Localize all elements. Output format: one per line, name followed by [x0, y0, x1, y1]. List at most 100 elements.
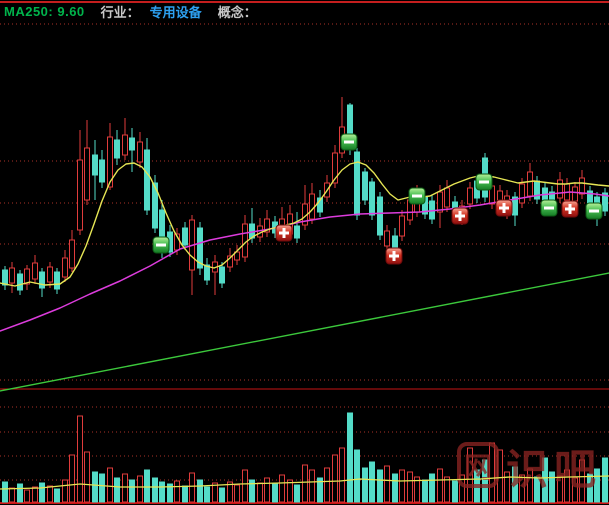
buy-signal-badge	[385, 247, 403, 265]
volume-bar	[467, 447, 473, 503]
sell-signal-badge	[585, 202, 603, 220]
candle-body	[152, 182, 158, 229]
candle-body	[242, 223, 248, 258]
volume-bar	[429, 473, 435, 503]
industry-value-link[interactable]: 专用设备	[149, 4, 202, 20]
volume-bar	[414, 476, 420, 503]
candle-body	[114, 139, 120, 159]
candle-body	[17, 273, 23, 291]
volume-bar	[399, 469, 405, 503]
volume-bar	[234, 484, 240, 503]
candle-body	[39, 271, 45, 289]
volume-bar	[189, 472, 195, 503]
volume-bar	[77, 415, 83, 503]
volume-bar	[459, 474, 465, 503]
buy-signal-badge	[495, 199, 513, 217]
volume-bar	[519, 474, 525, 503]
candle-body	[437, 191, 443, 213]
volume-bar	[542, 457, 548, 503]
candle-body	[602, 192, 608, 212]
candle-body	[294, 225, 300, 239]
candle-body	[369, 181, 375, 216]
candle-body	[2, 269, 8, 286]
candle-body	[519, 183, 525, 204]
volume-bar	[159, 481, 165, 503]
volume-bar	[69, 454, 75, 503]
volume-bar	[272, 483, 278, 503]
volume-bar	[579, 459, 585, 503]
candle-body	[144, 149, 150, 211]
volume-bar	[264, 477, 270, 503]
candle-body	[527, 171, 533, 197]
candle-body	[264, 218, 270, 233]
sell-signal-badge	[408, 187, 426, 205]
volume-bar	[302, 464, 308, 503]
volume-bar	[129, 479, 135, 503]
candle-body	[69, 239, 75, 269]
volume-bar	[437, 468, 443, 503]
volume-bar	[212, 482, 218, 503]
volume-bar	[512, 466, 518, 503]
volume-bar	[114, 477, 120, 503]
volume-bar	[227, 481, 233, 503]
volume-bar	[32, 486, 38, 503]
volume-bar	[92, 471, 98, 503]
candle-body	[197, 227, 203, 269]
candle-body	[92, 154, 98, 176]
candle-body	[159, 209, 165, 241]
candle-body	[77, 159, 83, 231]
volume-bar	[549, 471, 555, 503]
candle-body	[204, 264, 210, 281]
volume-bar	[287, 479, 293, 503]
volume-bar	[534, 476, 540, 503]
candle-body	[137, 141, 143, 163]
volume-bar	[197, 479, 203, 503]
volume-bar	[174, 480, 180, 503]
volume-bar	[257, 482, 263, 503]
chart-header: MA250: 9.60 行业： 专用设备 概念：	[0, 0, 609, 22]
candle-body	[62, 257, 68, 278]
buy-signal-badge	[561, 200, 579, 218]
volume-bar	[482, 459, 488, 503]
candle-body	[129, 137, 135, 151]
volume-bar	[294, 484, 300, 503]
watermark-logo-char: 网	[464, 452, 492, 483]
volume-bar	[362, 467, 368, 503]
volume-bar	[324, 467, 330, 503]
volume-bar	[2, 481, 8, 503]
candle-body	[444, 187, 450, 208]
volume-bar	[557, 475, 563, 503]
sell-signal-badge	[540, 199, 558, 217]
sell-signal-badge	[475, 173, 493, 191]
volume-bar	[309, 469, 315, 503]
volume-bar	[204, 486, 210, 503]
candle-body	[24, 268, 30, 285]
volume-bar	[84, 451, 90, 503]
candle-body	[467, 187, 473, 205]
sell-signal-badge	[152, 236, 170, 254]
volume-bar	[242, 469, 248, 503]
volume-bar	[594, 468, 600, 503]
industry-label: 行业：	[100, 4, 140, 20]
candle-body	[234, 251, 240, 261]
candle-body	[32, 262, 38, 280]
buy-signal-badge	[275, 224, 293, 242]
candle-body	[54, 271, 60, 290]
ma-short-line	[0, 161, 609, 287]
volume-bar	[339, 447, 345, 503]
volume-bar	[407, 471, 413, 503]
watermark: 网识吧	[457, 442, 596, 493]
volume-bar	[452, 480, 458, 503]
ma250-line	[0, 272, 609, 392]
ma250-label: MA250: 9.60	[4, 3, 85, 19]
volume-bar	[219, 487, 225, 503]
volume-bar	[17, 483, 23, 503]
candle-body	[572, 186, 578, 202]
candle-body	[377, 196, 383, 236]
volume-bar	[99, 473, 105, 503]
candle-body	[309, 193, 315, 220]
volume-bar	[9, 487, 15, 503]
candle-body	[317, 197, 323, 213]
